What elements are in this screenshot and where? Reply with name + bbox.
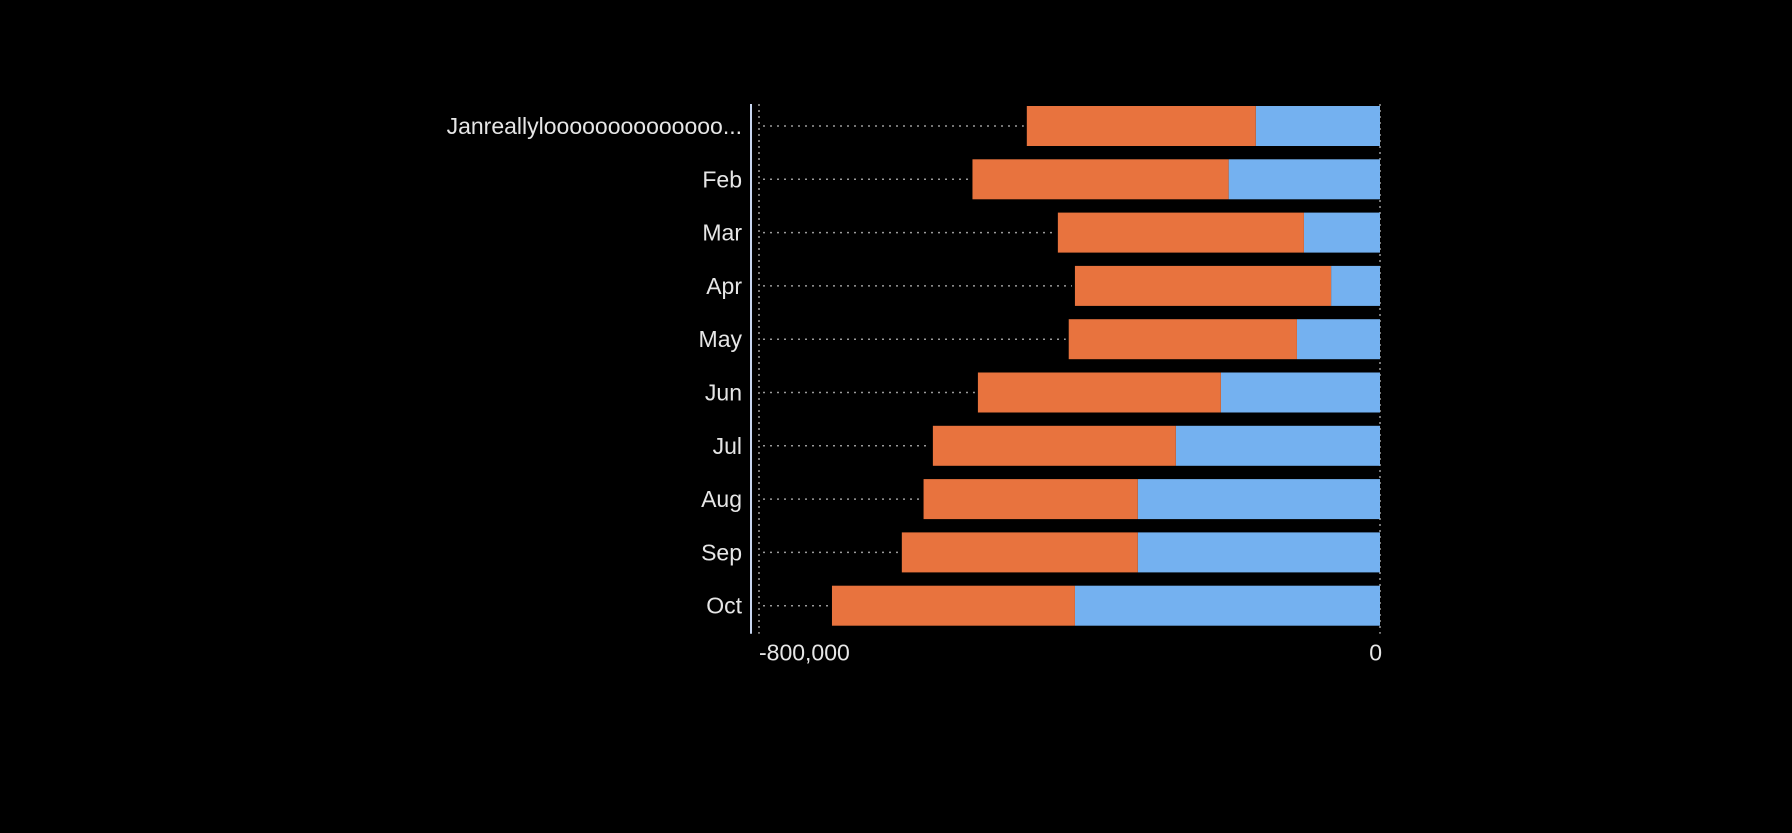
bar-series-a — [1074, 585, 1380, 626]
bar-series-a — [1220, 372, 1380, 413]
category-label: Jul — [713, 433, 742, 459]
bar-series-a — [1175, 425, 1380, 466]
category-label: Aug — [701, 486, 742, 512]
bar-series-b — [977, 372, 1221, 413]
bar-series-a — [1137, 479, 1380, 520]
category-label: Oct — [706, 593, 742, 619]
category-label: Janreallyloooooooooooooo... — [447, 113, 742, 139]
bar-series-a — [1296, 319, 1380, 360]
bar-series-a — [1303, 212, 1380, 253]
bar-series-a — [1137, 532, 1380, 573]
tick-labels: -800,000 0 — [759, 640, 1382, 666]
bar-series-b — [932, 425, 1176, 466]
bar-series-a — [1228, 159, 1380, 200]
bars — [831, 106, 1380, 626]
bar-series-b — [1074, 265, 1332, 306]
bar-series-b — [1057, 212, 1304, 253]
bar-series-b — [1026, 106, 1256, 146]
category-label: Apr — [706, 273, 742, 299]
category-label: May — [699, 326, 743, 352]
category-label: Feb — [702, 166, 742, 192]
category-label: Sep — [701, 539, 742, 565]
bar-series-a — [1331, 265, 1380, 306]
x-tick-label: -800,000 — [759, 640, 850, 666]
category-labels: Janreallyloooooooooooooo... Feb Mar Apr May J… — [447, 113, 743, 619]
bar-series-b — [901, 532, 1138, 573]
x-tick-label: 0 — [1369, 640, 1382, 666]
bar-series-b — [1068, 319, 1297, 360]
bar-series-a — [1255, 106, 1380, 146]
grid-lines — [758, 104, 1381, 634]
category-label: Mar — [702, 220, 742, 246]
bar-series-b — [923, 479, 1138, 520]
bar-series-b — [831, 585, 1075, 626]
category-label: Jun — [705, 380, 742, 406]
bar-series-b — [972, 159, 1229, 200]
